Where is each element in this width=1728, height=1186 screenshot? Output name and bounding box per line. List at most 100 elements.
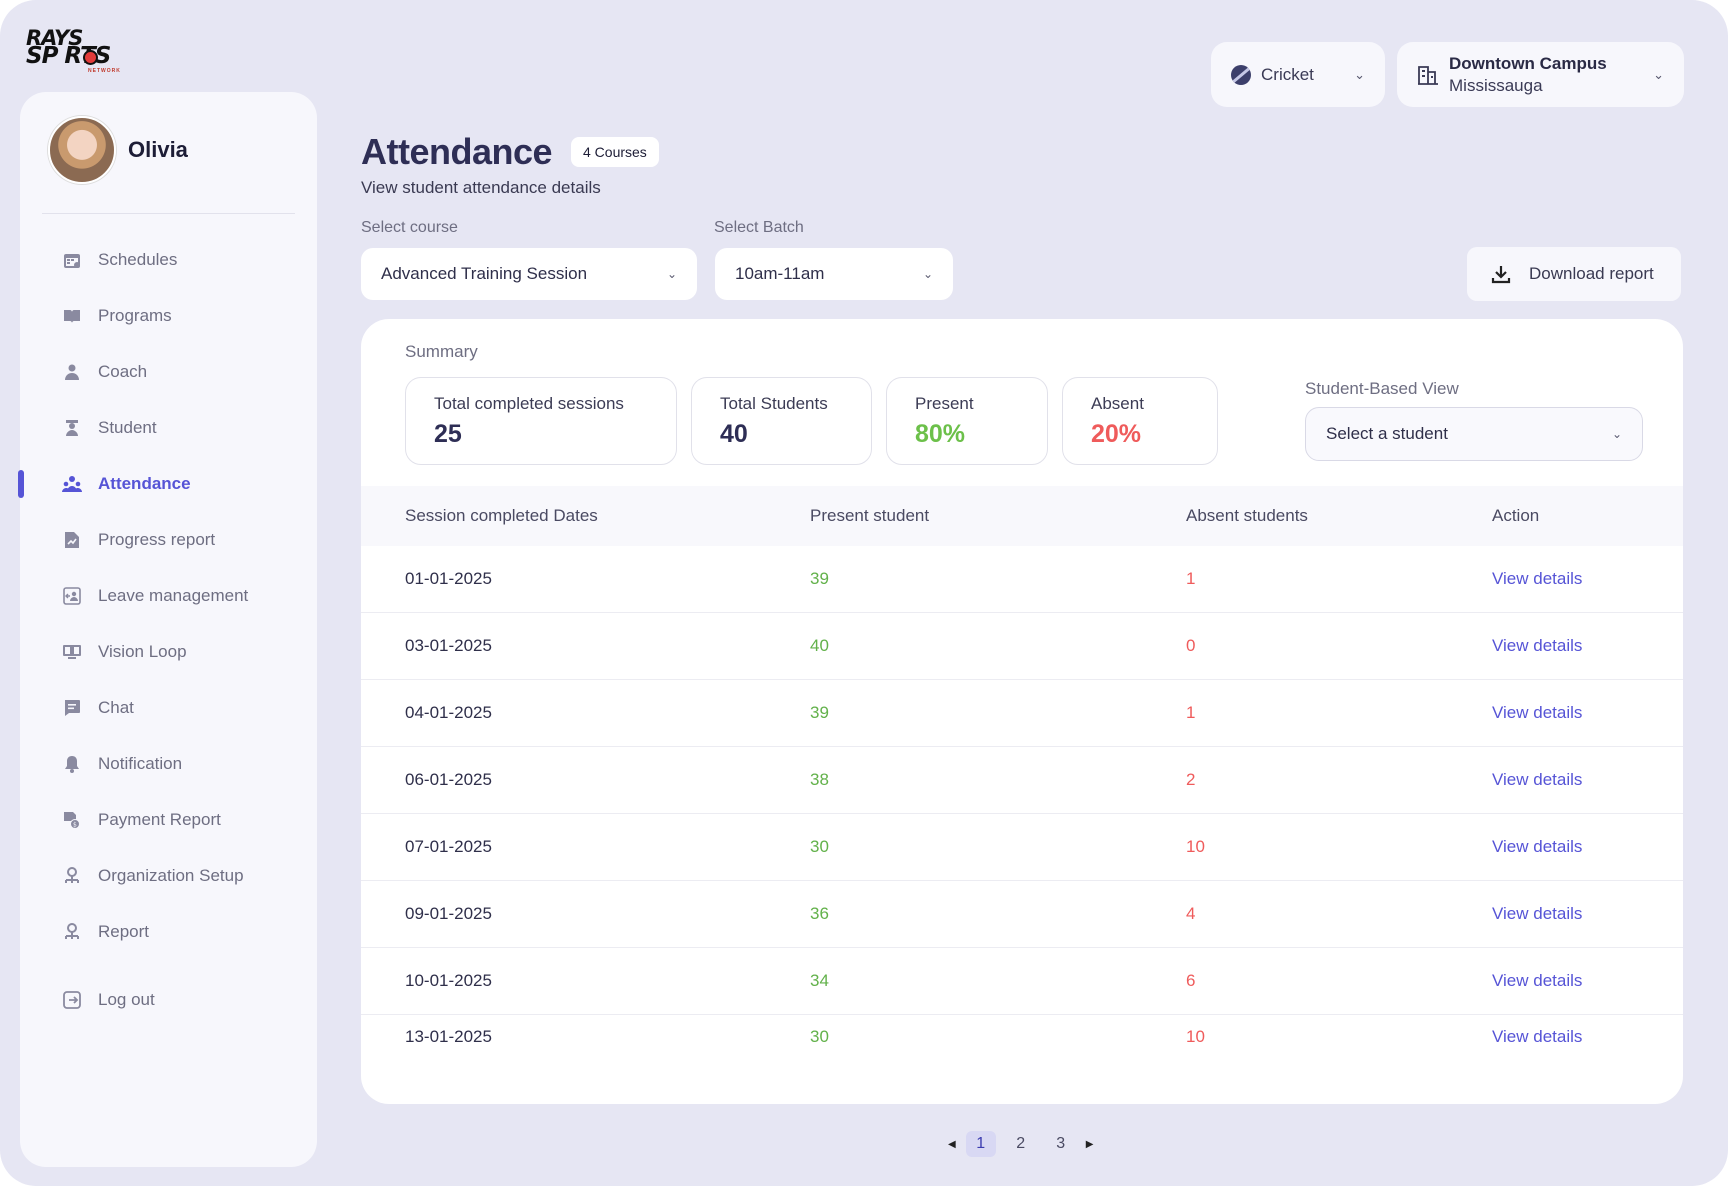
batch-dropdown[interactable]: 10am-11am ⌄	[715, 248, 953, 300]
present-count: 36	[810, 904, 829, 923]
sidebar-item-attendance[interactable]: Attendance	[18, 456, 317, 512]
chevron-down-icon: ⌄	[1653, 66, 1664, 82]
sidebar-item-label: Attendance	[98, 474, 191, 493]
sidebar-item-programs[interactable]: Programs	[20, 288, 317, 344]
view-details-link[interactable]: View details	[1492, 703, 1583, 722]
column-header[interactable]: Absent students	[1186, 506, 1308, 525]
stat-label: Absent	[1091, 394, 1144, 413]
sidebar-item-student[interactable]: Student	[20, 400, 317, 456]
sidebar-item-leave-management[interactable]: Leave management	[20, 568, 317, 624]
page-button[interactable]: 3	[1056, 1135, 1066, 1152]
stat-label: Total Students	[720, 394, 828, 413]
page-button[interactable]: 1	[965, 1131, 996, 1157]
stat-absent: Absent 20%	[1062, 377, 1218, 465]
summary-label: Summary	[405, 342, 478, 361]
sidebar-item-notification[interactable]: Notification	[20, 736, 317, 792]
absent-count: 1	[1186, 703, 1196, 722]
absent-count: 1	[1186, 569, 1196, 588]
present-count: 30	[810, 837, 829, 856]
sidebar-item-label: Report	[98, 922, 150, 941]
sidebar-item-logout[interactable]: Log out	[20, 972, 317, 1028]
absent-count: 6	[1186, 971, 1196, 990]
view-details-link[interactable]: View details	[1492, 770, 1583, 789]
sidebar-item-label: Coach	[98, 362, 148, 381]
sidebar-item-label: Log out	[98, 990, 155, 1009]
download-report-button[interactable]: Download report	[1467, 247, 1681, 301]
view-details-link[interactable]: View details	[1492, 636, 1583, 655]
avatar	[48, 116, 116, 184]
chevron-down-icon: ⌄	[922, 267, 933, 281]
stat-label: Present	[915, 394, 974, 413]
sidebar: Olivia Schedules Programs Coach Student	[18, 92, 317, 1167]
user-name: Olivia	[128, 137, 188, 162]
table-row: 09-01-2025 36 4 View details	[361, 881, 1683, 948]
session-date: 04-01-2025	[405, 703, 492, 722]
table-row: 07-01-2025 30 10 View details	[361, 814, 1683, 881]
attendance-card: Summary Total completed sessions 25 Tota…	[361, 319, 1683, 1104]
course-dropdown[interactable]: Advanced Training Session ⌄	[361, 248, 697, 300]
sport-value: Cricket	[1261, 64, 1314, 84]
sidebar-item-organization-setup[interactable]: Organization Setup	[20, 848, 317, 904]
campus-text: Downtown Campus Mississauga	[1449, 54, 1607, 96]
session-date: 03-01-2025	[405, 636, 492, 655]
leave-icon	[62, 586, 82, 606]
sidebar-item-label: Schedules	[98, 250, 178, 269]
sidebar-item-chat[interactable]: Chat	[20, 680, 317, 736]
absent-count: 10	[1186, 837, 1205, 856]
view-details-link[interactable]: View details	[1492, 904, 1583, 923]
view-details-link[interactable]: View details	[1492, 837, 1583, 856]
stat-total-students: Total Students 40	[691, 377, 872, 465]
view-details-link[interactable]: View details	[1492, 971, 1583, 990]
sidebar-item-label: Vision Loop	[98, 642, 187, 661]
session-date: 09-01-2025	[405, 904, 492, 923]
sidebar-item-schedules[interactable]: Schedules	[20, 232, 317, 288]
sport-selector[interactable]: Cricket ⌄	[1211, 42, 1385, 107]
session-date: 01-01-2025	[405, 569, 492, 588]
table-row: 03-01-2025 40 0 View details	[361, 613, 1683, 680]
building-icon	[1417, 64, 1439, 86]
absent-count: 0	[1186, 636, 1196, 655]
prev-page-icon[interactable]: ◀	[948, 1138, 956, 1150]
sidebar-item-payment-report[interactable]: $ Payment Report	[20, 792, 317, 848]
table-header: Session completed Dates Present student …	[361, 486, 1683, 546]
stat-label: Total completed sessions	[434, 394, 624, 413]
column-header[interactable]: Session completed Dates	[405, 506, 598, 525]
page-title: Attendance	[361, 131, 553, 172]
user-profile[interactable]: Olivia	[48, 116, 188, 184]
table-row: 01-01-2025 39 1 View details	[361, 546, 1683, 613]
sidebar-item-vision-loop[interactable]: Vision Loop	[20, 624, 317, 680]
page-subtitle: View student attendance details	[361, 178, 601, 197]
cricket-ball-icon	[1231, 64, 1251, 85]
present-count: 38	[810, 770, 829, 789]
divider	[42, 213, 295, 214]
sidebar-item-report[interactable]: Report	[20, 904, 317, 960]
sidebar-item-progress-report[interactable]: Progress report	[20, 512, 317, 568]
chat-icon	[62, 698, 82, 718]
brand-tagline: NETWORK	[88, 68, 121, 74]
sidebar-item-label: Student	[98, 418, 157, 437]
courses-badge: 4 Courses	[571, 137, 659, 167]
next-page-icon[interactable]: ▶	[1085, 1138, 1094, 1150]
stat-value: 20%	[1091, 420, 1142, 448]
column-header[interactable]: Present student	[810, 506, 930, 525]
ball-icon	[83, 50, 98, 65]
sidebar-item-coach[interactable]: Coach	[20, 344, 317, 400]
absent-count: 2	[1186, 770, 1196, 789]
calendar-icon	[62, 250, 82, 270]
session-date: 07-01-2025	[405, 837, 492, 856]
campus-selector[interactable]: Downtown Campus Mississauga ⌄	[1397, 42, 1684, 107]
view-details-link[interactable]: View details	[1492, 569, 1583, 588]
student-select-placeholder: Select a student	[1326, 424, 1448, 443]
stat-value: 25	[434, 420, 462, 448]
page-button[interactable]: 2	[1016, 1135, 1026, 1152]
sidebar-item-label: Payment Report	[98, 810, 221, 829]
org-report-icon	[62, 922, 82, 942]
view-details-link[interactable]: View details	[1492, 1027, 1583, 1046]
absent-count: 10	[1186, 1027, 1205, 1046]
chevron-down-icon: ⌄	[666, 267, 677, 281]
present-count: 39	[810, 569, 829, 588]
student-view-label: Student-Based View	[1305, 379, 1459, 398]
student-select-dropdown[interactable]: Select a student ⌄	[1305, 407, 1643, 461]
present-count: 40	[810, 636, 829, 655]
